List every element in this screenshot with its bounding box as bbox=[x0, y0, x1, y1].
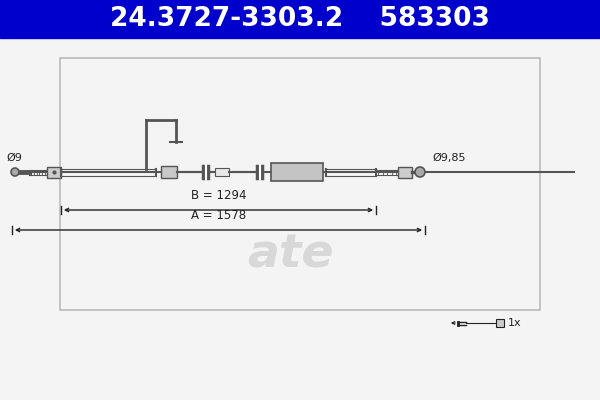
Text: Ø9,85: Ø9,85 bbox=[432, 153, 466, 163]
Text: 1x: 1x bbox=[508, 318, 521, 328]
Circle shape bbox=[415, 167, 425, 177]
Text: 24.3727-3303.2    583303: 24.3727-3303.2 583303 bbox=[110, 6, 490, 32]
Bar bbox=[161, 166, 177, 178]
Bar bbox=[0, 0, 600, 38]
Bar bbox=[215, 168, 229, 176]
Text: B = 1294: B = 1294 bbox=[191, 189, 246, 202]
Bar bbox=[271, 163, 323, 181]
Text: A = 1578: A = 1578 bbox=[191, 209, 246, 222]
Bar bbox=[60, 58, 540, 310]
Bar bbox=[398, 166, 412, 178]
Bar bbox=[496, 319, 504, 327]
Bar bbox=[47, 166, 61, 178]
Text: ate: ate bbox=[247, 232, 333, 278]
Text: Ø9: Ø9 bbox=[6, 153, 22, 163]
Circle shape bbox=[11, 168, 19, 176]
